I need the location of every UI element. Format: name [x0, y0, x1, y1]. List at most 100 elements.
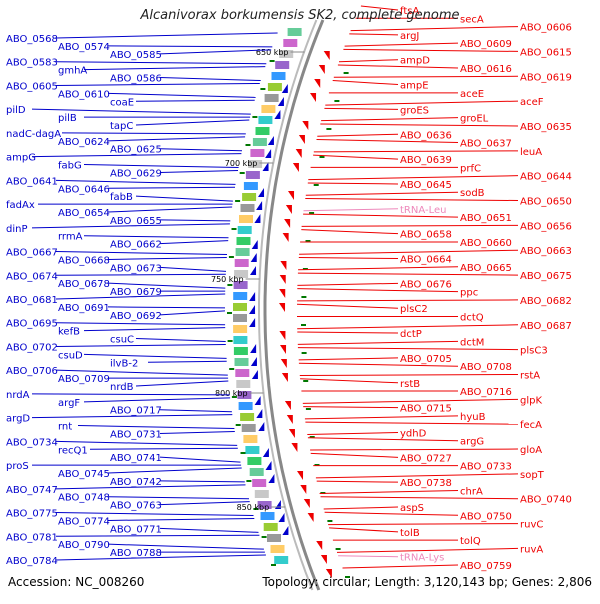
right-gene-label: leuA	[520, 147, 542, 158]
gene-arrow-right	[323, 51, 330, 60]
right-gene-label: ABO_0687	[520, 321, 572, 332]
left-gene-connector	[147, 360, 227, 363]
feature-block	[283, 39, 298, 47]
left-gene-connector	[159, 266, 227, 272]
left-gene-label: ABO_0702	[6, 342, 58, 353]
left-gene-connector	[55, 32, 278, 39]
gene-arrow-left	[281, 84, 288, 93]
tick-mark	[327, 520, 333, 522]
feature-block	[279, 50, 294, 58]
feature-block	[235, 369, 250, 377]
right-gene-connector	[343, 48, 519, 52]
gene-arrow-left	[268, 474, 275, 483]
feature-block	[258, 116, 273, 124]
right-gene-connector	[301, 224, 519, 227]
feature-block	[238, 402, 253, 410]
gene-arrow-right	[292, 163, 299, 172]
right-gene-connector	[337, 64, 459, 69]
tick-mark	[301, 324, 306, 326]
right-gene-connector	[297, 324, 519, 330]
feature-block	[243, 435, 258, 443]
gene-arrow-left	[256, 409, 263, 418]
gene-arrow-right	[279, 331, 286, 340]
right-gene-connector	[320, 123, 519, 127]
left-gene-connector	[61, 132, 246, 135]
left-gene-label: fadAx	[6, 200, 35, 211]
rna-gene-label: tRNA-Leu	[400, 205, 446, 216]
right-gene-connector	[305, 198, 519, 202]
left-gene-label: ABO_0784	[6, 556, 58, 567]
left-gene-label: kefB	[58, 327, 80, 338]
feature-block	[247, 457, 262, 465]
right-gene-connector	[313, 154, 399, 160]
left-gene-connector	[55, 322, 226, 326]
gene-arrow-right	[325, 569, 332, 578]
kbp-label: 750 kbp	[211, 275, 244, 284]
kbp-label: 650 kbp	[256, 48, 289, 57]
left-gene-label: ABO_0605	[6, 81, 58, 92]
right-gene-label: ABO_0675	[520, 271, 572, 282]
left-gene-label: ABO_0662	[110, 240, 162, 251]
right-gene-connector	[319, 489, 459, 494]
tick-mark	[245, 144, 251, 146]
right-gene-label: ABO_0738	[400, 478, 452, 489]
right-gene-label: dctP	[400, 329, 422, 340]
left-gene-connector	[159, 409, 232, 413]
tick-mark	[261, 536, 267, 538]
gene-arrow-right	[291, 443, 298, 452]
right-gene-connector	[344, 42, 459, 47]
feature-block	[234, 259, 249, 267]
feature-block	[233, 325, 248, 333]
right-gene-connector	[305, 421, 519, 425]
left-gene-label: coaE	[110, 97, 134, 108]
feature-block	[270, 545, 285, 553]
left-gene-label: dinP	[6, 224, 28, 235]
left-gene-connector	[89, 447, 238, 450]
gene-arrow-left	[251, 240, 258, 249]
gene-arrow-right	[279, 303, 286, 312]
right-gene-connector	[307, 431, 399, 435]
left-gene-connector	[83, 327, 226, 332]
left-gene-label: ABO_0668	[58, 255, 110, 266]
gene-arrow-right	[295, 149, 302, 158]
gene-arrow-right	[284, 219, 291, 228]
gene-arrow-left	[254, 396, 261, 405]
left-gene-connector	[159, 456, 241, 463]
left-gene-connector	[55, 343, 226, 347]
tick-mark	[334, 100, 340, 102]
left-gene-connector	[159, 527, 259, 533]
feature-block	[237, 391, 252, 399]
left-gene-connector	[55, 440, 238, 446]
left-gene-connector	[55, 251, 228, 256]
left-gene-label: ABO_0691	[58, 303, 110, 314]
left-gene-connector	[55, 534, 260, 537]
left-gene-label: ABO_0748	[58, 493, 110, 504]
right-gene-connector	[298, 357, 399, 361]
right-gene-connector	[305, 191, 459, 196]
left-gene-label: ABO_0745	[58, 469, 110, 480]
tick-mark	[335, 548, 341, 550]
feature-block	[271, 72, 286, 80]
right-gene-connector	[316, 480, 399, 483]
right-gene-label: ABO_0606	[520, 23, 572, 34]
kbp-label: 700 kbp	[225, 159, 258, 168]
left-gene-connector	[107, 496, 250, 500]
right-gene-connector	[332, 80, 399, 86]
right-gene-label: prfC	[460, 163, 481, 174]
gene-arrow-left	[250, 266, 257, 275]
gene-arrow-right	[316, 541, 323, 550]
gene-arrow-left	[278, 513, 285, 522]
left-gene-connector	[159, 480, 245, 483]
right-gene-label: ABO_0639	[400, 155, 452, 166]
left-gene-connector	[83, 164, 239, 169]
feature-block	[267, 534, 281, 542]
gene-arrow-left	[251, 370, 258, 379]
right-gene-label: ABO_0708	[460, 362, 512, 373]
tick-mark	[313, 184, 319, 186]
gene-arrow-right	[284, 401, 291, 410]
left-gene-label: rnt	[58, 422, 72, 433]
right-gene-connector	[325, 100, 519, 106]
right-gene-label: ABO_0651	[460, 213, 512, 224]
gene-arrow-left	[258, 188, 265, 197]
left-gene-connector	[55, 369, 228, 376]
